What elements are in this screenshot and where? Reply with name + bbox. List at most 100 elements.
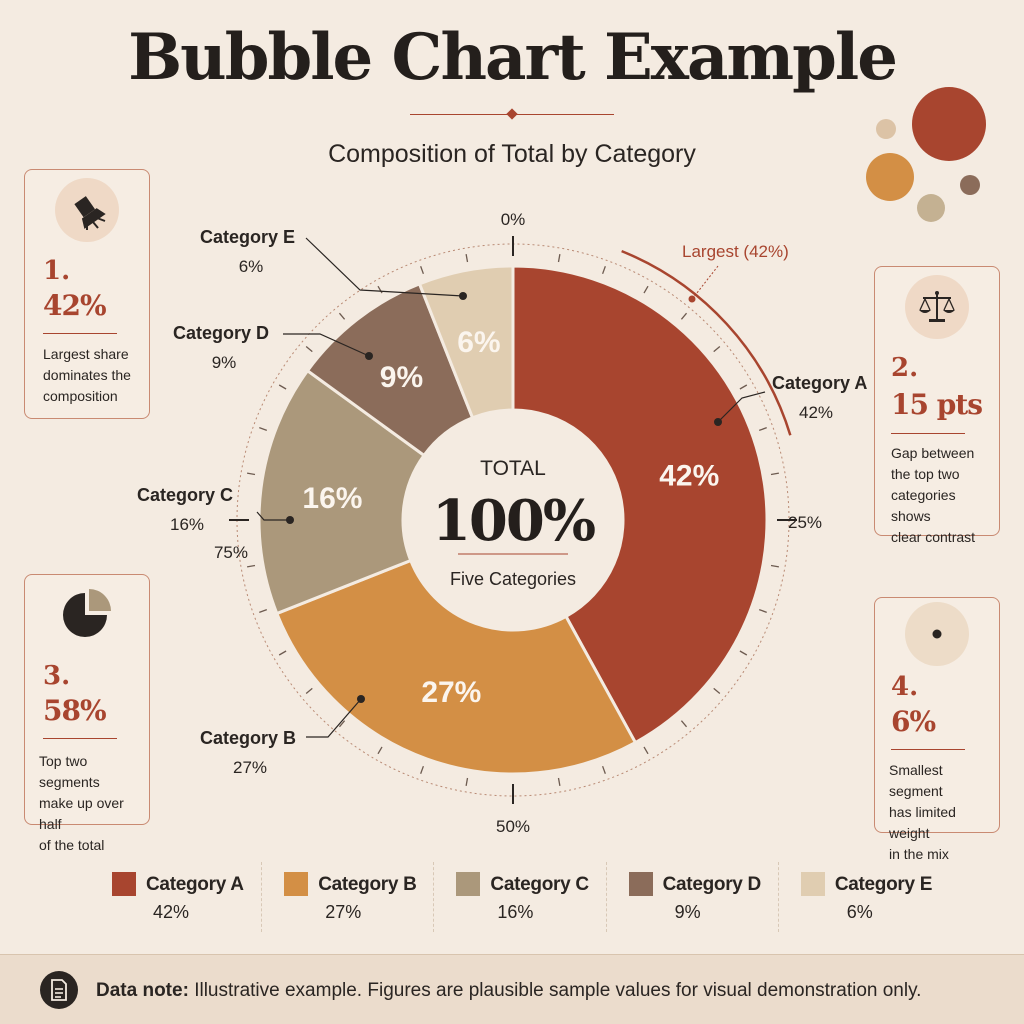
legend-value: 9% xyxy=(674,902,701,922)
ring-minor-tick xyxy=(465,777,469,787)
legend-value: 27% xyxy=(325,902,362,922)
callout-a: Category A 42% xyxy=(714,373,867,426)
card-value: 42% xyxy=(43,289,107,322)
ring-minor-tick xyxy=(377,285,383,294)
chart-subtitle: Composition of Total by Category xyxy=(328,140,696,168)
callout-category-value: 6% xyxy=(239,257,264,276)
dot-icon xyxy=(905,602,969,666)
chart-title: Bubble Chart Example xyxy=(128,20,898,95)
ring-minor-tick xyxy=(465,253,469,263)
pie-slice-c xyxy=(257,368,427,616)
card-rule xyxy=(43,333,117,334)
legend-value: 16% xyxy=(497,902,534,922)
decorative-bubble-small xyxy=(876,119,896,139)
callout-e: Category E 6% xyxy=(200,227,467,300)
callout-leader-line xyxy=(305,237,464,297)
legend-item-b: Category B 27% xyxy=(262,862,435,932)
decorative-bubble-tiny xyxy=(960,175,980,195)
callout-c: Category C 16% xyxy=(137,485,294,534)
card-number: 3. xyxy=(43,661,71,691)
callout-leader-line xyxy=(283,333,370,357)
callout-dot xyxy=(286,516,294,524)
slice-value-label: 42% xyxy=(659,460,719,493)
pie-slice-b xyxy=(274,558,638,776)
ring-minor-tick xyxy=(758,427,767,432)
card-description: Gap between the top two categories shows… xyxy=(891,445,976,545)
ring-minor-tick xyxy=(377,746,383,755)
callout-category-value: 16% xyxy=(170,515,204,534)
center-caption: Five Categories xyxy=(450,569,576,589)
callout-b: Category B 27% xyxy=(200,695,365,777)
ring-minor-tick xyxy=(758,608,767,613)
legend-item-a: Category A 42% xyxy=(90,862,263,932)
card-value: 6% xyxy=(891,705,936,738)
legend-swatch xyxy=(284,872,309,896)
chart-legend: Category A 42% Category B 27% Category C… xyxy=(90,862,950,932)
ring-minor-tick xyxy=(680,312,688,320)
slice-value-label: 27% xyxy=(421,676,481,709)
callout-d: Category D 9% xyxy=(173,323,373,372)
data-note-label: Data note: xyxy=(96,980,189,1001)
center-value: 100% xyxy=(432,488,595,554)
card-description: Top two segments make up over half of th… xyxy=(39,753,124,853)
callout-category-name: Category C xyxy=(137,485,233,505)
data-note-body: Illustrative example. Figures are plausi… xyxy=(194,980,922,1001)
legend-swatch xyxy=(456,872,481,896)
legend-label: Category E xyxy=(834,874,933,895)
ring-minor-tick xyxy=(557,777,561,787)
ring-tick-label: 75% xyxy=(214,543,248,562)
insight-card-3: 3. 58% Top two segments make up over hal… xyxy=(24,574,150,853)
ring-minor-tick xyxy=(278,650,287,656)
ring-minor-tick xyxy=(713,687,721,695)
callout-category-name: Category D xyxy=(173,323,269,343)
card-number: 4. xyxy=(891,672,919,702)
ring-minor-tick xyxy=(643,285,649,294)
data-note-footer: Data note: Illustrative example. Figures… xyxy=(0,954,1024,1024)
ring-minor-tick xyxy=(305,687,313,695)
ring-tick-label: 0% xyxy=(501,210,526,229)
callout-category-name: Category B xyxy=(200,728,296,748)
ring-minor-tick xyxy=(680,720,688,728)
legend-label: Category C xyxy=(490,874,589,895)
legend-value: 6% xyxy=(846,902,873,922)
slice-value-label: 9% xyxy=(380,361,423,394)
document-icon xyxy=(40,971,78,1009)
ring-minor-tick xyxy=(739,650,748,656)
data-note-text: Data note: Illustrative example. Figures… xyxy=(96,980,921,1002)
scale-icon xyxy=(905,275,969,339)
card-value: 58% xyxy=(43,694,107,727)
card-number: 1. xyxy=(43,256,71,286)
insight-card-1: 1. 42% Largest share dominates the compo… xyxy=(24,169,150,419)
card-rule xyxy=(891,749,965,750)
card-rule xyxy=(43,738,117,739)
ring-minor-tick xyxy=(338,720,346,728)
ring-minor-tick xyxy=(770,564,780,568)
ring-minor-tick xyxy=(713,345,721,353)
slice-value-label: 16% xyxy=(302,482,362,515)
highlight-leader xyxy=(692,265,719,299)
ring-minor-tick xyxy=(246,472,256,476)
ring-tick-label: 50% xyxy=(496,817,530,836)
pie-slice-a xyxy=(511,264,769,745)
callout-dot xyxy=(365,352,373,360)
pie-slice-e xyxy=(417,264,515,420)
slice-value-label: 6% xyxy=(457,326,500,359)
callout-leader-line xyxy=(717,391,766,423)
callout-category-name: Category A xyxy=(772,373,867,393)
spotlight-icon xyxy=(55,178,119,242)
card-description: Largest share dominates the composition xyxy=(43,346,131,404)
callout-category-value: 9% xyxy=(212,353,237,372)
ring-minor-tick xyxy=(739,384,748,390)
callout-dot xyxy=(459,292,467,300)
ring-minor-tick xyxy=(259,608,268,613)
ring-minor-tick xyxy=(420,765,425,774)
callout-category-name: Category E xyxy=(200,227,295,247)
callout-category-value: 27% xyxy=(233,758,267,777)
callout-dot xyxy=(357,695,365,703)
legend-item-d: Category D 9% xyxy=(607,862,779,932)
pie-slice-icon xyxy=(55,583,119,647)
largest-highlight-label: Largest (42%) xyxy=(682,242,789,261)
donut-chart: 0% 25% 50% 75% Largest (42%) 42% 27% 16% 9% 6% T… xyxy=(137,210,867,836)
legend-swatch xyxy=(628,872,653,896)
callout-category-value: 42% xyxy=(799,403,833,422)
